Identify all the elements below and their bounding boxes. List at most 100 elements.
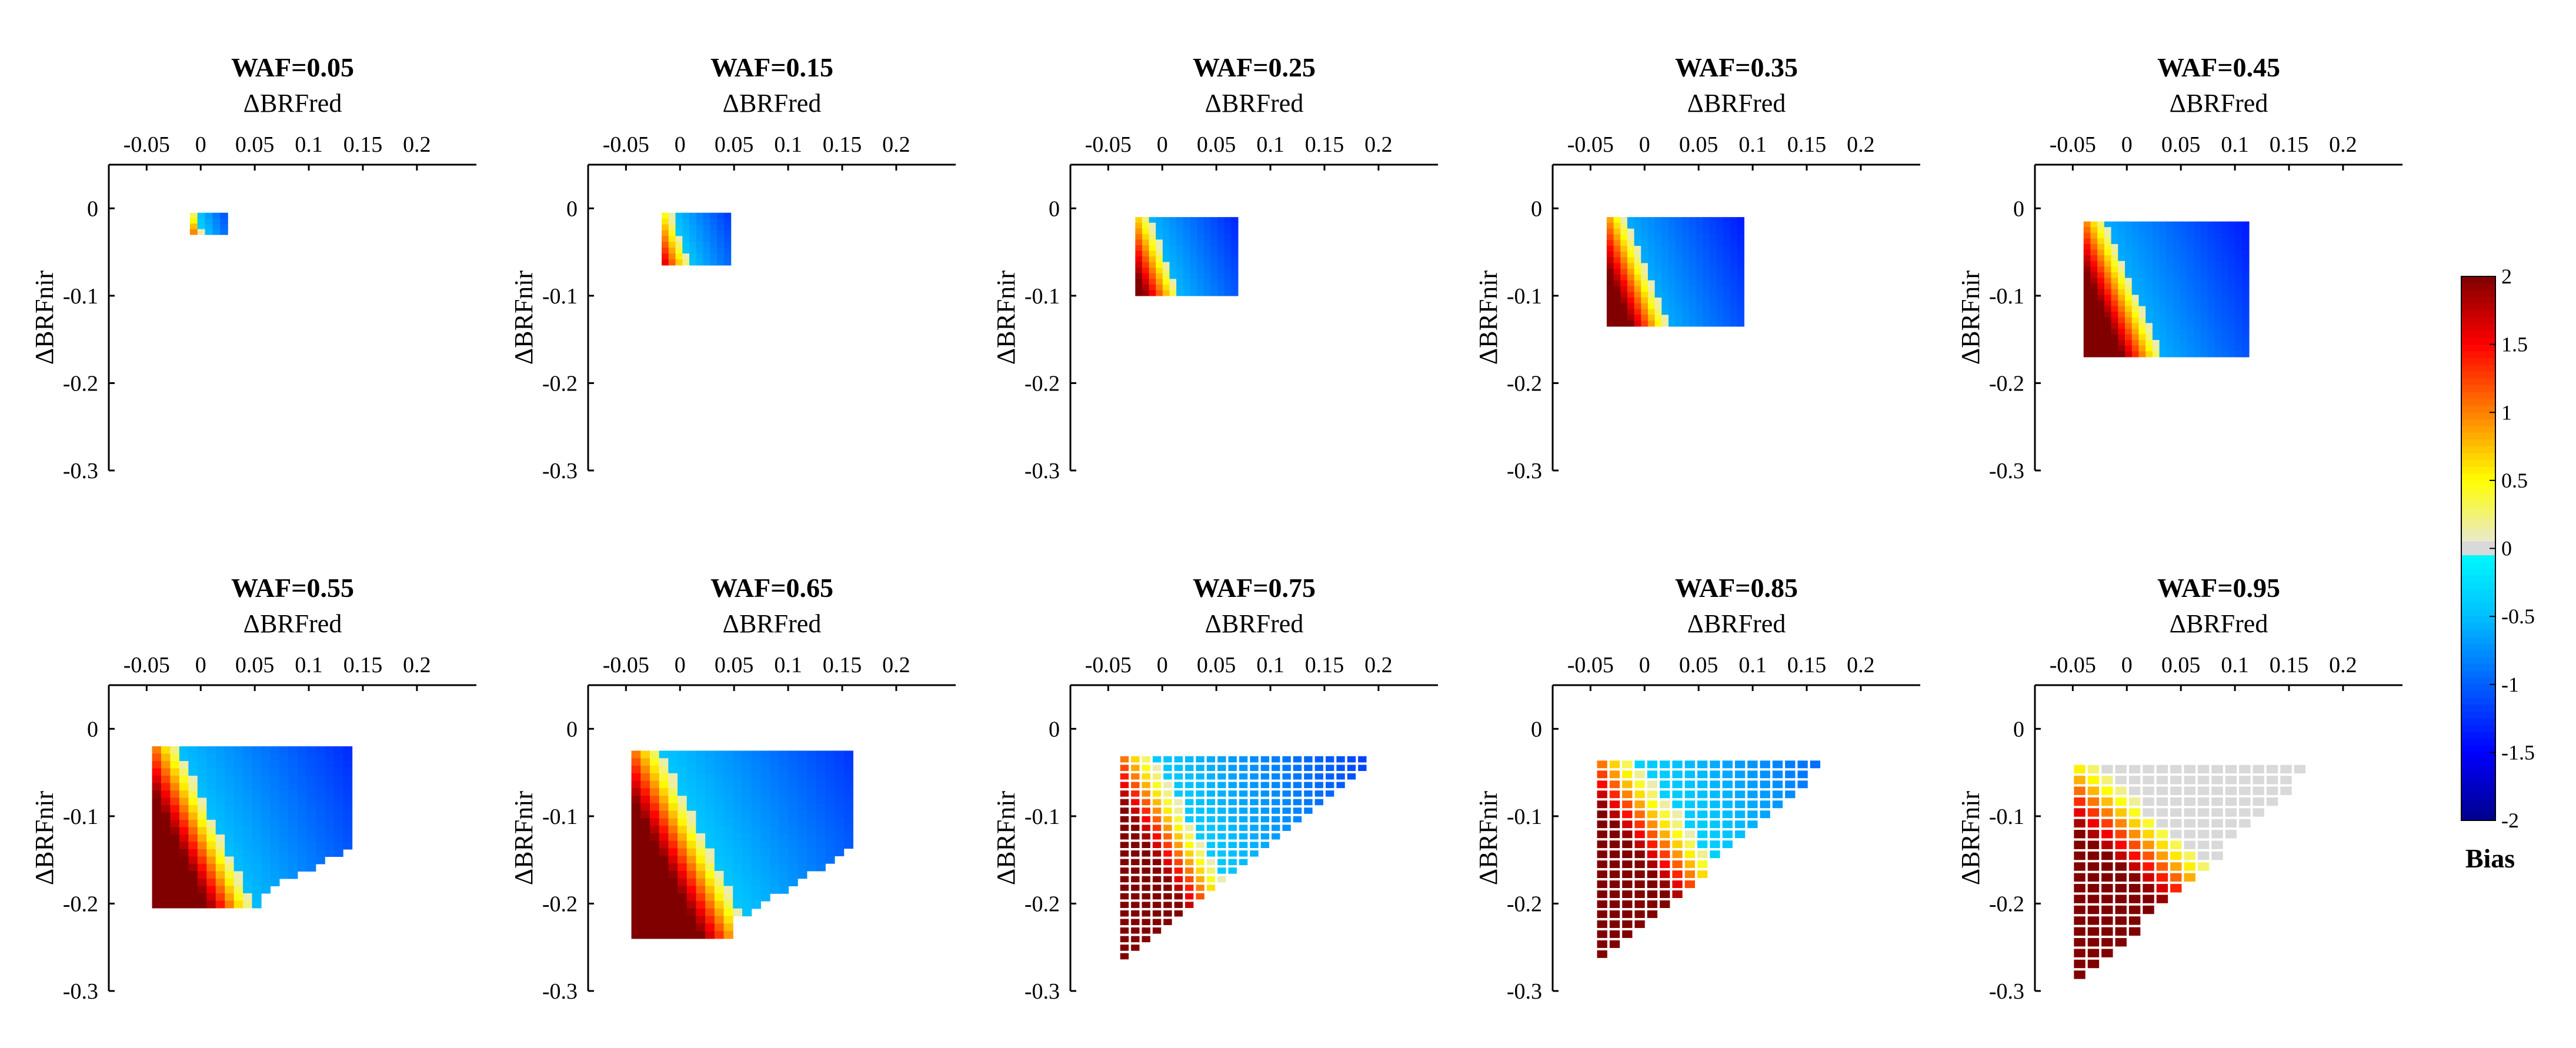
heatmap-cell	[2118, 340, 2125, 346]
heatmap-cell	[675, 242, 683, 248]
heatmap-cell	[189, 212, 198, 219]
heatmap-cell	[2138, 345, 2146, 352]
heatmap-cell	[233, 819, 243, 828]
heatmap-cell	[243, 900, 253, 909]
heatmap-cell	[315, 834, 325, 843]
heatmap-cell	[2115, 808, 2127, 817]
heatmap-cell	[2200, 317, 2208, 323]
heatmap-cell	[2145, 312, 2153, 318]
heatmap-cell	[649, 840, 660, 849]
heatmap-cell	[689, 230, 697, 236]
heatmap-cell	[2180, 351, 2188, 358]
heatmap-cell	[1185, 825, 1194, 831]
colorbar-segment	[2461, 773, 2495, 780]
heatmap-cell	[2083, 221, 2091, 228]
heatmap-cell	[2111, 295, 2118, 301]
heatmap-cell	[2242, 351, 2250, 358]
heatmap-cell	[1647, 790, 1658, 799]
heatmap-cell	[161, 863, 171, 872]
heatmap-cell	[1206, 833, 1216, 840]
heatmap-cell	[252, 746, 262, 755]
x-tick-label: -0.05	[2050, 653, 2096, 677]
heatmap-cell	[2118, 317, 2125, 323]
heatmap-cell	[1120, 765, 1129, 771]
heatmap-cell	[1710, 800, 1720, 809]
heatmap-cell	[2131, 345, 2140, 352]
heatmap-cell	[252, 856, 262, 865]
heatmap-cell	[1622, 880, 1633, 889]
heatmap-cell	[233, 856, 243, 865]
heatmap-cell	[325, 753, 335, 762]
heatmap-cell	[2242, 283, 2250, 290]
heatmap-cell	[2159, 266, 2167, 273]
heatmap-cell	[1142, 816, 1150, 823]
heatmap-cell	[1634, 263, 1641, 269]
heatmap-cell	[1696, 292, 1703, 298]
heatmap-cell	[2156, 895, 2168, 903]
heatmap-cell	[1183, 262, 1191, 268]
heatmap-cell	[2173, 334, 2181, 341]
heatmap-cell	[1634, 880, 1645, 889]
heatmap-cell	[1224, 222, 1232, 229]
heatmap-cell	[1647, 900, 1658, 908]
y-tick-label: 0	[87, 196, 98, 221]
heatmap-cell	[2221, 334, 2229, 341]
heatmap-cell	[2074, 938, 2086, 947]
heatmap-cell	[751, 780, 761, 789]
heatmap-cell	[2166, 328, 2174, 335]
colorbar-segment	[2461, 296, 2495, 305]
heatmap-cell	[297, 842, 307, 850]
heatmap-cell	[1217, 233, 1225, 240]
heatmap-cell	[2138, 221, 2146, 228]
heatmap-cell	[1747, 780, 1758, 789]
heatmap-cell	[1152, 833, 1162, 840]
heatmap-cell	[2145, 300, 2153, 307]
heatmap-cell	[668, 848, 678, 856]
heatmap-cell	[686, 900, 697, 909]
heatmap-cell	[1174, 850, 1183, 857]
colorbar-segment	[2461, 800, 2495, 807]
heatmap-cell	[1239, 782, 1248, 789]
heatmap-cell	[2235, 317, 2243, 323]
heatmap-cell	[261, 768, 271, 776]
heatmap-cell	[1169, 279, 1177, 285]
heatmap-cell	[1149, 239, 1156, 246]
heatmap-cell	[696, 248, 704, 254]
heatmap-cell	[717, 253, 725, 260]
heatmap-cell	[834, 788, 845, 796]
heatmap-cell	[1696, 303, 1703, 310]
heatmap-cell	[225, 790, 235, 799]
heatmap-cell	[668, 878, 678, 887]
heatmap-cell	[710, 259, 718, 266]
heatmap-cell	[2214, 255, 2222, 262]
panel-title: WAF=0.05	[231, 52, 354, 82]
heatmap-cell	[689, 236, 697, 242]
heatmap-cell	[1734, 830, 1746, 839]
heatmap-cell	[2159, 351, 2167, 358]
heatmap-cell	[1597, 920, 1607, 928]
heatmap-cell	[179, 775, 189, 784]
heatmap-cell	[1716, 309, 1724, 315]
heatmap-cell	[1647, 860, 1658, 869]
heatmap-cell	[1641, 240, 1649, 246]
heatmap-cell	[770, 840, 780, 849]
heatmap-cell	[825, 765, 835, 774]
heatmap-cell	[696, 803, 706, 812]
heatmap-cell	[306, 783, 316, 791]
heatmap-cell	[649, 916, 660, 924]
heatmap-cell	[179, 783, 189, 791]
heatmap-cell	[1710, 240, 1717, 246]
heatmap-cell	[798, 826, 807, 834]
colorbar-segment	[2461, 323, 2495, 332]
heatmap-cell	[1228, 842, 1237, 849]
heatmap-cell	[2074, 819, 2086, 828]
heatmap-cell	[668, 803, 678, 812]
heatmap-cell	[2111, 300, 2118, 307]
heatmap-cell	[2138, 306, 2146, 312]
heatmap-cell	[2152, 272, 2160, 279]
heatmap-cells	[1606, 217, 1744, 327]
heatmap-cell	[742, 908, 752, 917]
heatmap-cell	[1197, 268, 1204, 274]
heatmap-cell	[1672, 830, 1683, 839]
heatmap-cell	[2207, 283, 2215, 290]
